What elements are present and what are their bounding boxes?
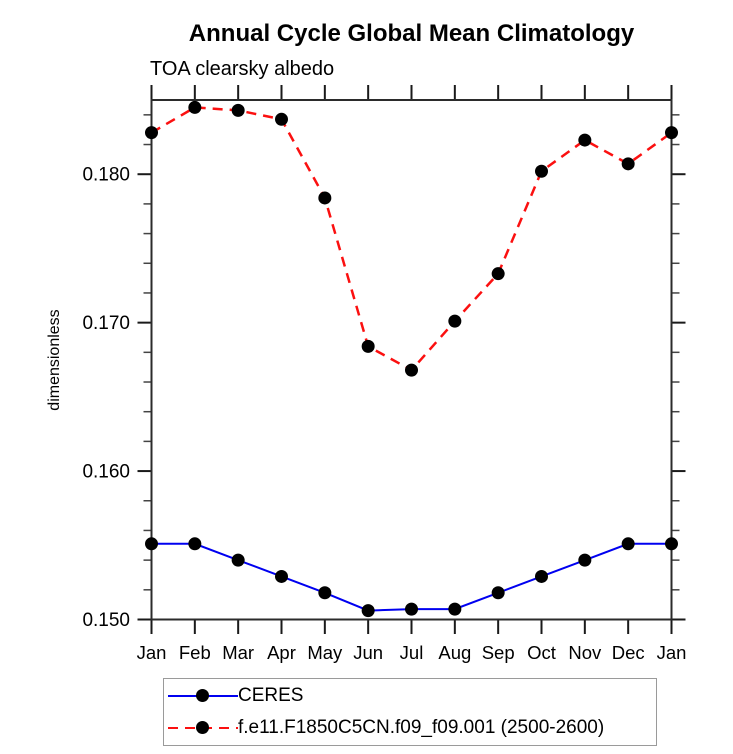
x-tick-label: Apr [267, 642, 296, 663]
data-point-marker [578, 133, 592, 147]
x-tick-label: Aug [438, 642, 471, 663]
legend-sample-solid-line [168, 689, 238, 703]
y-tick-label: 0.160 [82, 462, 130, 483]
y-tick-label: 0.170 [82, 313, 130, 334]
x-tick-label: Dec [612, 642, 645, 663]
x-tick-label: Oct [527, 642, 556, 663]
data-point-marker [621, 157, 635, 171]
legend-sample-dashed-line [168, 721, 238, 735]
chart-subtitle: TOA clearsky albedo [150, 58, 335, 80]
data-point-marker [578, 553, 592, 567]
data-point-marker [145, 126, 158, 140]
series-line-solid [151, 542, 672, 612]
data-point-marker [145, 537, 158, 551]
data-point-marker [665, 537, 678, 551]
marker-dot-icon [196, 721, 209, 734]
x-tick-label: Jan [137, 642, 167, 663]
x-tick-label: Jan [657, 642, 687, 663]
data-point-marker [361, 604, 375, 618]
data-point-marker [405, 363, 418, 377]
x-tick-label: Jun [353, 642, 383, 663]
data-point-marker [188, 537, 202, 551]
data-point-marker [318, 586, 332, 600]
data-point-marker [621, 537, 635, 551]
data-point-marker [535, 569, 548, 583]
data-point-marker [448, 602, 462, 616]
plot-frame [150, 99, 673, 621]
y-tick-label: 0.150 [82, 610, 130, 631]
data-point-marker [665, 126, 678, 140]
data-point-marker [535, 164, 548, 178]
data-point-marker [448, 314, 462, 328]
legend-label: f.e11.F1850C5CN.f09_f09.001 (2500-2600) [238, 717, 605, 738]
chart-title: Annual Cycle Global Mean Climatology [188, 20, 635, 47]
marker-dot-icon [196, 689, 209, 702]
x-tick-label: Nov [568, 642, 602, 663]
data-point-marker [275, 569, 288, 583]
data-point-marker [231, 553, 245, 567]
x-tick-label: Sep [482, 642, 515, 663]
x-tick-label: Jul [400, 642, 424, 663]
data-point-marker [491, 267, 505, 281]
legend-item-ceres: CERES [168, 683, 656, 709]
data-point-marker [275, 112, 288, 126]
y-tick-label: 0.180 [82, 165, 130, 186]
data-point-marker [188, 100, 202, 114]
series-line-dashed [150, 106, 673, 372]
legend-item-model: f.e11.F1850C5CN.f09_f09.001 (2500-2600) [168, 715, 656, 741]
data-point-marker [491, 586, 505, 600]
legend: CERES f.e11.F1850C5CN.f09_f09.001 (2500-… [163, 678, 657, 746]
x-tick-label: Feb [179, 642, 211, 663]
data-point-marker [318, 191, 332, 205]
data-point-marker [405, 602, 418, 616]
data-point-marker [361, 339, 375, 353]
data-point-marker [231, 103, 245, 117]
x-tick-label: Mar [222, 642, 254, 663]
legend-label: CERES [238, 685, 304, 706]
x-tick-label: May [307, 642, 343, 663]
